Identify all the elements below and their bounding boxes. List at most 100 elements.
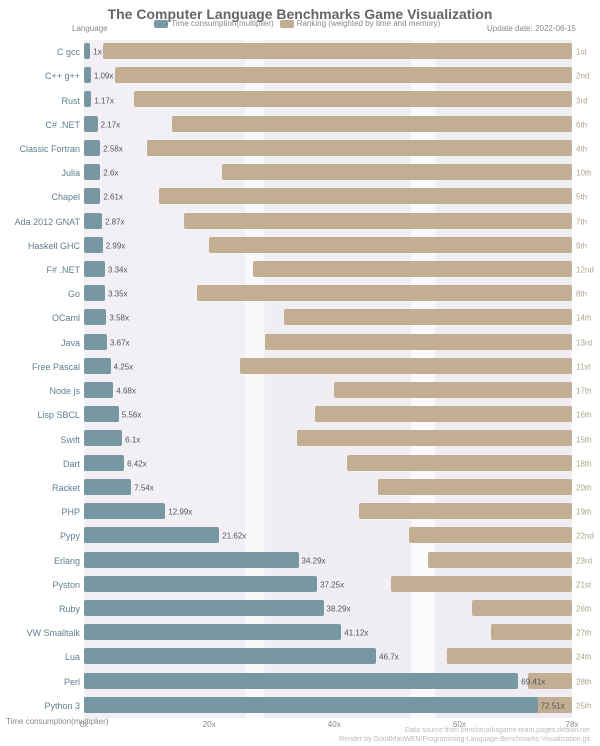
time-value-label: 4.68x — [116, 387, 136, 396]
time-bar — [84, 164, 100, 180]
time-bar — [84, 479, 131, 495]
rank-bar — [103, 43, 572, 59]
rank-label: 1st — [572, 48, 587, 57]
rank-bar — [147, 140, 572, 156]
chart-row: Ruby38.29x26th — [84, 597, 572, 621]
language-label: Dart — [4, 459, 84, 469]
time-value-label: 7.54x — [134, 483, 154, 492]
rank-bar — [391, 576, 572, 592]
chart-row: PHP12.99x19th — [84, 500, 572, 524]
time-value-label: 2.87x — [105, 217, 125, 226]
chart-row: Go3.35x8th — [84, 282, 572, 306]
rank-label: 19th — [572, 508, 592, 517]
time-bar — [84, 406, 119, 422]
time-bar — [84, 624, 341, 640]
time-bar — [84, 43, 90, 59]
time-bar — [84, 237, 103, 253]
rank-label: 25th — [572, 701, 592, 710]
chart-row: Haskell GHC2.99x9th — [84, 234, 572, 258]
time-value-label: 38.29x — [327, 605, 351, 614]
language-label: Lua — [4, 652, 84, 662]
time-value-label: 5.56x — [122, 411, 142, 420]
rank-label: 8th — [572, 290, 587, 299]
time-value-label: 2.61x — [103, 193, 123, 202]
rank-bar — [184, 213, 572, 229]
rank-bar — [172, 116, 572, 132]
chart-row: Perl69.41x28th — [84, 670, 572, 694]
chart-row: Ada 2012 GNAT2.87x7th — [84, 210, 572, 234]
rank-bar — [359, 503, 572, 519]
rank-bar — [284, 309, 572, 325]
time-bar — [84, 648, 376, 664]
language-label: VW Smalltalk — [4, 628, 84, 638]
time-bar — [84, 576, 317, 592]
rank-bar — [378, 479, 572, 495]
chart-row: C gcc1x1st — [84, 40, 572, 64]
chart-row: Node js4.68x17th — [84, 379, 572, 403]
chart-row: Rust1.17x3rd — [84, 88, 572, 112]
rank-label: 7th — [572, 217, 587, 226]
language-label: PHP — [4, 507, 84, 517]
time-value-label: 2.6x — [103, 169, 118, 178]
chart-row: Pypy21.62x22nd — [84, 524, 572, 548]
language-label: Racket — [4, 483, 84, 493]
time-value-label: 1.09x — [94, 72, 114, 81]
chart-row: Julia2.6x10th — [84, 161, 572, 185]
time-value-label: 21.62x — [222, 532, 246, 541]
time-bar — [84, 600, 324, 616]
footer: Data source from benchmarksgame-team.pag… — [339, 727, 590, 744]
time-bar — [84, 358, 111, 374]
time-bar — [84, 455, 124, 471]
x-tick: 20x — [203, 720, 216, 729]
rank-label: 28th — [572, 677, 592, 686]
time-bar — [84, 382, 113, 398]
language-label: Ruby — [4, 604, 84, 614]
rank-label: 23rd — [572, 556, 592, 565]
rank-bar — [347, 455, 572, 471]
language-label: C gcc — [4, 47, 84, 57]
rank-label: 20th — [572, 483, 592, 492]
rank-label: 4th — [572, 144, 587, 153]
time-bar — [84, 285, 105, 301]
language-label: Go — [4, 289, 84, 299]
chart-row: Chapel2.61x5th — [84, 185, 572, 209]
time-value-label: 69.41x — [521, 677, 545, 686]
rank-label: 3rd — [572, 96, 588, 105]
chart-row: Racket7.54x20th — [84, 476, 572, 500]
chart-row: Java3.67x13rd — [84, 331, 572, 355]
time-bar — [84, 213, 102, 229]
rank-label: 18th — [572, 459, 592, 468]
time-bar — [84, 527, 219, 543]
language-label: Chapel — [4, 192, 84, 202]
language-label: Pypy — [4, 531, 84, 541]
time-value-label: 34.29x — [302, 556, 326, 565]
chart-row: Free Pascal4.25x11st — [84, 355, 572, 379]
rank-bar — [240, 358, 572, 374]
chart-row: Swift6.1x15th — [84, 427, 572, 451]
time-value-label: 6.1x — [125, 435, 140, 444]
rank-bar — [447, 648, 572, 664]
legend-label-rank: Ranking (weighted by time and memory) — [297, 19, 441, 28]
footer-render: Render by GoodManWEN/Programming-Languag… — [339, 736, 590, 744]
time-value-label: 4.25x — [114, 362, 134, 371]
time-value-label: 1x — [93, 48, 101, 57]
chart-row: OCaml3.58x14th — [84, 306, 572, 330]
time-value-label: 2.58x — [103, 144, 123, 153]
x-tick: 0x — [80, 720, 88, 729]
time-value-label: 72.51x — [541, 701, 565, 710]
rank-label: 27th — [572, 629, 592, 638]
update-date: Update date: 2022-06-15 — [487, 24, 576, 33]
rank-bar — [428, 552, 572, 568]
language-label: OCaml — [4, 313, 84, 323]
rank-bar — [209, 237, 572, 253]
rank-bar — [253, 261, 572, 277]
chart-row: Erlang34.29x23rd — [84, 549, 572, 573]
chart-row: Python 372.51x25th — [84, 694, 572, 718]
time-value-label: 3.34x — [108, 266, 128, 275]
time-bar — [84, 334, 107, 350]
rank-label: 24th — [572, 653, 592, 662]
time-value-label: 6.42x — [127, 459, 147, 468]
rank-label: 21st — [572, 580, 591, 589]
rank-label: 16th — [572, 411, 592, 420]
rank-label: 13rd — [572, 338, 592, 347]
